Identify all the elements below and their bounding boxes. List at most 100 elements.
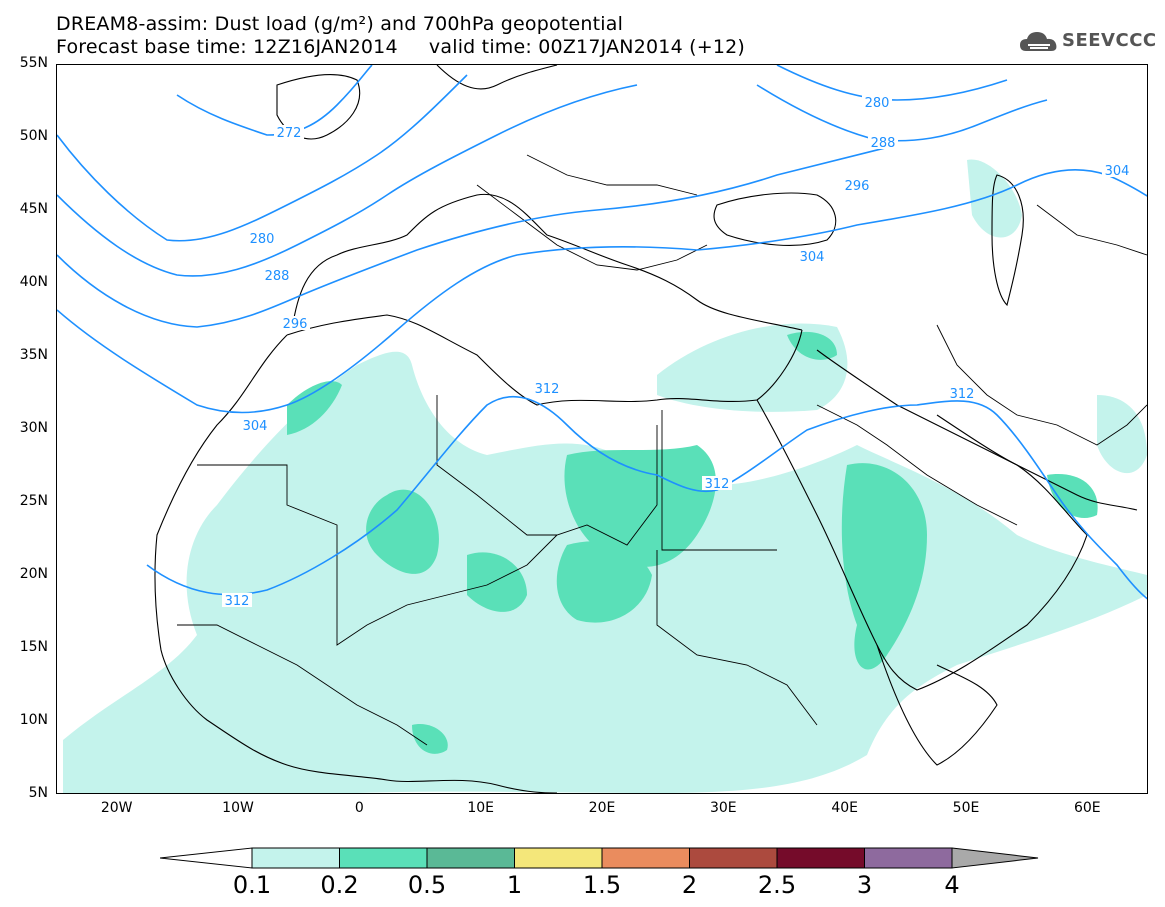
colorbar-swatch [514, 847, 603, 869]
borders-layer [177, 154, 1147, 746]
lat-tick-label: 35N [19, 347, 48, 363]
contour-label-bg [797, 249, 827, 263]
dust-area-uae [1047, 474, 1098, 519]
contour-label-bg [532, 381, 562, 395]
lon-tick-label: 20W [100, 800, 133, 816]
contour-label-bg [247, 231, 277, 245]
border-arabia [816, 404, 1018, 526]
contour-label: 280 [250, 232, 275, 247]
lat-tick-label: 20N [19, 566, 48, 582]
lon-tick-label: 40E [831, 800, 858, 816]
colorbar-tick-label: 3 [856, 871, 873, 899]
contour-288-west [57, 84, 638, 277]
coastline-red-sea [756, 349, 1088, 691]
coastline-caspian [991, 174, 1024, 307]
colorbar-swatch [776, 847, 865, 869]
contour-label-bg [280, 316, 310, 330]
colorbar-swatch [251, 847, 340, 869]
contour-label: 272 [277, 126, 302, 141]
lat-tick-label: 50N [19, 128, 48, 144]
border-sudan [656, 550, 818, 726]
contour-label-bg [262, 268, 292, 282]
lat-tick-label: 55N [19, 55, 48, 71]
contour-label-bg [868, 135, 898, 149]
lat-tick-label: 30N [19, 420, 48, 436]
colorbar-tick-label: 4 [944, 871, 960, 899]
lat-tick-label: 40N [19, 274, 48, 290]
contour-label: 280 [865, 96, 890, 111]
logo-text: SEEVCCC [1062, 30, 1157, 51]
contour-label-bg [862, 95, 892, 109]
border-europe-2 [526, 154, 698, 196]
dust-load-layer [63, 159, 1147, 793]
border-central-asia [1036, 204, 1147, 256]
colorbar-swatch [426, 847, 515, 869]
coastline-persian-gulf [936, 414, 1138, 511]
colorbar-swatch [864, 847, 953, 869]
border-egypt-libya [661, 410, 777, 551]
lat-tick-label: 45N [19, 201, 48, 217]
dust-area-caspian [967, 159, 1022, 238]
contour-304 [57, 169, 1147, 414]
contour-label-bg [842, 178, 872, 192]
colorbar-swatch [339, 847, 428, 869]
lon-tick-label: 60E [1073, 800, 1101, 816]
contour-280-east [776, 65, 1008, 101]
dust-area-nigeria [412, 724, 448, 754]
contour-312 [146, 395, 1147, 600]
contour-labels: 280 288 296 304 272 280 288 296 304 312 312 312 304 3… [222, 95, 1132, 609]
forecast-time: Forecast base time: 12Z16JAN2014 valid t… [56, 36, 746, 58]
coastline-black-sea [713, 192, 837, 246]
contour-label: 296 [845, 179, 870, 194]
map-title: DREAM8-assim: Dust load (g/m²) and 700hP… [56, 13, 624, 35]
lat-tick-label: 10N [19, 712, 48, 728]
colorbar-tick-label: 0.1 [232, 871, 272, 899]
border-west-africa [177, 624, 428, 746]
lon-tick-label: 0 [354, 800, 364, 816]
lat-tick-label: 25N [19, 493, 48, 509]
coastline-west-africa [154, 334, 558, 793]
colorbar-tick-label: 0.2 [320, 871, 359, 899]
geopotential-contours [57, 65, 1147, 600]
contour-label: 312 [705, 477, 730, 492]
colorbar-tick-label: 2 [681, 871, 698, 899]
lat-tick-label: 15N [19, 639, 48, 655]
contour-280-west [57, 74, 468, 242]
lat-tick-label: 5N [28, 785, 48, 801]
contour-288-east [756, 84, 1048, 142]
border-sahara-2 [436, 395, 658, 546]
seevccc-logo: SEEVCCC [1018, 27, 1158, 57]
lon-tick-label: 50E [952, 800, 980, 816]
contour-label-bg [702, 476, 732, 490]
contour-label: 288 [871, 136, 896, 151]
border-iran [936, 324, 1147, 446]
colorbar-swatch [601, 847, 690, 869]
dust-area-niger [366, 489, 439, 574]
colorbar-low-arrow [160, 847, 253, 869]
coastline-horn [876, 644, 998, 766]
colorbar-tick-label: 0.5 [407, 871, 447, 899]
colorbar-tick-label: 1 [506, 871, 523, 899]
colorbar-swatch [689, 847, 778, 869]
contour-label: 304 [243, 419, 268, 434]
coastline-scandinavia [436, 65, 558, 90]
contour-296-west [57, 144, 898, 328]
dust-area-gulf [1097, 395, 1147, 474]
border-europe-1 [476, 184, 708, 271]
map-panel: 280 288 296 304 272 280 288 296 304 312 312 312 304 3… [56, 64, 1148, 794]
contour-label-bg [1102, 163, 1132, 177]
dust-area-chad [556, 541, 652, 623]
colorbar-high-arrow [951, 847, 1039, 869]
border-sahara-1 [197, 464, 558, 646]
map-canvas: 280 288 296 304 272 280 288 296 304 312 312 312 304 3… [57, 65, 1147, 793]
coastline-europe [291, 193, 803, 331]
lon-tick-label: 10E [467, 800, 494, 816]
contour-label: 296 [283, 317, 308, 332]
cloud-icon [1020, 32, 1057, 51]
contour-label: 312 [535, 382, 560, 397]
contour-label-bg [240, 418, 270, 432]
contour-label-bg [274, 125, 304, 139]
contour-label-bg [222, 593, 252, 607]
contour-label: 304 [1105, 164, 1130, 179]
lon-tick-label: 10W [222, 800, 254, 816]
